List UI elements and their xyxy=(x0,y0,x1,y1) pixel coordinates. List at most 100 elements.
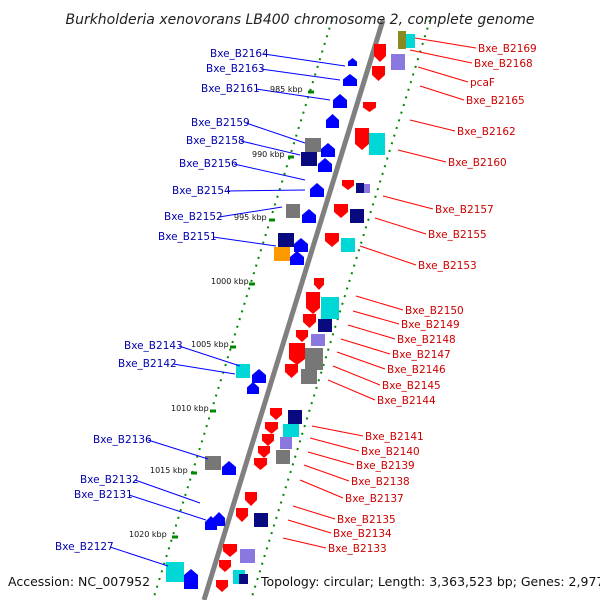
gene-block[interactable] xyxy=(391,54,405,70)
gene-label[interactable]: Bxe_B2155 xyxy=(428,229,487,241)
gene-label[interactable]: Bxe_B2147 xyxy=(392,349,451,361)
gene-label[interactable]: Bxe_B2145 xyxy=(382,380,441,392)
reverse-gene-arrow[interactable] xyxy=(213,512,225,526)
gene-label[interactable]: Bxe_B2157 xyxy=(435,204,494,216)
reverse-gene-arrow[interactable] xyxy=(252,369,266,383)
forward-gene-arrow[interactable] xyxy=(254,458,267,470)
gene-block[interactable] xyxy=(341,238,355,252)
gene-block[interactable] xyxy=(318,319,332,332)
gene-label[interactable]: Bxe_B2142 xyxy=(118,358,177,370)
reverse-gene-arrow[interactable] xyxy=(290,251,304,265)
reverse-gene-arrow[interactable] xyxy=(184,569,198,589)
forward-gene-arrow[interactable] xyxy=(372,66,385,81)
forward-gene-arrow[interactable] xyxy=(363,102,376,112)
gene-block[interactable] xyxy=(254,513,268,527)
gene-label[interactable]: Bxe_B2152 xyxy=(164,211,223,223)
forward-gene-arrow[interactable] xyxy=(236,508,248,522)
gene-block[interactable] xyxy=(283,424,299,437)
gene-label[interactable]: Bxe_B2141 xyxy=(365,431,424,443)
gene-label[interactable]: Bxe_B2138 xyxy=(351,476,410,488)
gene-label[interactable]: Bxe_B2156 xyxy=(179,158,238,170)
gene-label[interactable]: Bxe_B2148 xyxy=(397,334,456,346)
reverse-gene-arrow[interactable] xyxy=(222,461,236,475)
forward-gene-arrow[interactable] xyxy=(334,204,348,218)
gene-block[interactable] xyxy=(356,183,364,193)
gene-block[interactable] xyxy=(311,334,325,346)
gene-label[interactable]: Bxe_B2136 xyxy=(93,434,152,446)
gene-block[interactable] xyxy=(239,574,248,584)
gene-block[interactable] xyxy=(301,152,317,166)
gene-block[interactable] xyxy=(286,204,300,218)
gene-label[interactable]: Bxe_B2168 xyxy=(474,58,533,70)
gene-label[interactable]: Bxe_B2132 xyxy=(80,474,139,486)
forward-gene-arrow[interactable] xyxy=(289,343,305,365)
gene-label[interactable]: Bxe_B2154 xyxy=(172,185,231,197)
gene-label[interactable]: Bxe_B2161 xyxy=(201,83,260,95)
gene-block[interactable] xyxy=(350,209,364,223)
reverse-gene-arrow[interactable] xyxy=(326,114,339,128)
gene-block[interactable] xyxy=(240,549,255,563)
forward-gene-arrow[interactable] xyxy=(355,128,369,150)
reverse-gene-arrow[interactable] xyxy=(343,74,357,86)
gene-block[interactable] xyxy=(301,369,317,384)
reverse-gene-arrow[interactable] xyxy=(294,238,308,252)
forward-gene-arrow[interactable] xyxy=(303,314,316,328)
gene-block[interactable] xyxy=(321,297,339,319)
gene-label[interactable]: Bxe_B2137 xyxy=(345,493,404,505)
reverse-gene-arrow[interactable] xyxy=(302,209,316,223)
gene-label[interactable]: Bxe_B2134 xyxy=(333,528,392,540)
gene-block[interactable] xyxy=(276,450,290,464)
gene-label[interactable]: Bxe_B2135 xyxy=(337,514,396,526)
reverse-gene-arrow[interactable] xyxy=(318,158,332,172)
forward-gene-arrow[interactable] xyxy=(306,292,320,314)
reverse-gene-arrow[interactable] xyxy=(247,382,259,394)
gene-block[interactable] xyxy=(236,364,250,378)
forward-gene-arrow[interactable] xyxy=(270,408,282,420)
gene-label[interactable]: Bxe_B2146 xyxy=(387,364,446,376)
gene-block[interactable] xyxy=(166,562,184,582)
gene-label[interactable]: Bxe_B2143 xyxy=(124,340,183,352)
gene-label[interactable]: Bxe_B2165 xyxy=(466,95,525,107)
gene-block[interactable] xyxy=(278,233,294,247)
forward-gene-arrow[interactable] xyxy=(223,544,237,557)
gene-block[interactable] xyxy=(305,348,323,370)
forward-gene-arrow[interactable] xyxy=(314,278,324,290)
gene-block[interactable] xyxy=(280,437,292,449)
gene-block[interactable] xyxy=(406,34,415,48)
gene-label[interactable]: Bxe_B2163 xyxy=(206,63,265,75)
gene-label[interactable]: Bxe_B2133 xyxy=(328,543,387,555)
gene-block[interactable] xyxy=(364,184,370,193)
gene-label[interactable]: Bxe_B2127 xyxy=(55,541,114,553)
gene-label[interactable]: Bxe_B2139 xyxy=(356,460,415,472)
gene-label[interactable]: Bxe_B2160 xyxy=(448,157,507,169)
forward-gene-arrow[interactable] xyxy=(216,580,228,592)
gene-label[interactable]: Bxe_B2151 xyxy=(158,231,217,243)
forward-gene-arrow[interactable] xyxy=(285,364,298,378)
gene-label[interactable]: Bxe_B2144 xyxy=(377,395,436,407)
gene-label[interactable]: Bxe_B2149 xyxy=(401,319,460,331)
reverse-gene-arrow[interactable] xyxy=(348,58,357,66)
gene-label[interactable]: Bxe_B2164 xyxy=(210,48,269,60)
gene-label[interactable]: Bxe_B2153 xyxy=(418,260,477,272)
gene-label[interactable]: Bxe_B2169 xyxy=(478,43,537,55)
forward-gene-arrow[interactable] xyxy=(219,560,231,572)
forward-gene-arrow[interactable] xyxy=(262,434,274,446)
forward-gene-arrow[interactable] xyxy=(258,446,270,458)
gene-block[interactable] xyxy=(398,31,406,49)
gene-block[interactable] xyxy=(305,138,321,152)
gene-label[interactable]: pcaF xyxy=(470,77,495,89)
forward-gene-arrow[interactable] xyxy=(296,330,308,342)
gene-label[interactable]: Bxe_B2158 xyxy=(186,135,245,147)
reverse-gene-arrow[interactable] xyxy=(333,94,347,108)
reverse-gene-arrow[interactable] xyxy=(321,143,335,157)
gene-label[interactable]: Bxe_B2159 xyxy=(191,117,250,129)
forward-gene-arrow[interactable] xyxy=(325,233,339,247)
forward-gene-arrow[interactable] xyxy=(342,180,354,190)
gene-block[interactable] xyxy=(274,247,290,261)
gene-label[interactable]: Bxe_B2140 xyxy=(361,446,420,458)
gene-label[interactable]: Bxe_B2162 xyxy=(457,126,516,138)
gene-block[interactable] xyxy=(288,410,302,424)
forward-gene-arrow[interactable] xyxy=(374,44,386,62)
gene-label[interactable]: Bxe_B2131 xyxy=(74,489,133,501)
gene-block[interactable] xyxy=(205,456,221,470)
